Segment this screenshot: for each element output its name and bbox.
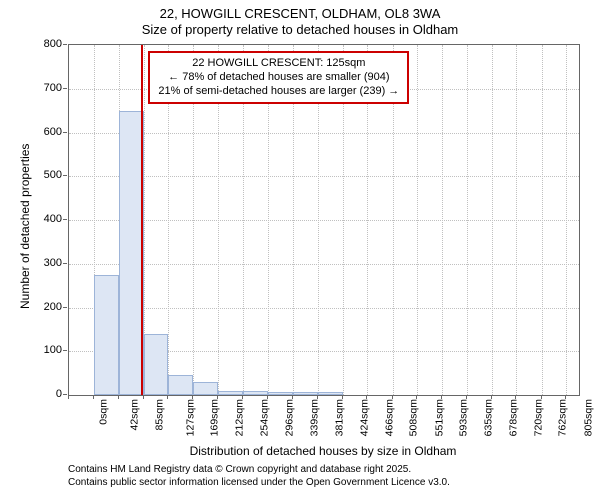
- x-tick-mark: [267, 395, 268, 399]
- footer-line1: Contains HM Land Registry data © Crown c…: [68, 464, 411, 475]
- callout-line2: ← 78% of detached houses are smaller (90…: [158, 71, 399, 85]
- x-tick-mark: [491, 395, 492, 399]
- x-tick-label: 339sqm: [308, 399, 320, 436]
- x-tick-mark: [392, 395, 393, 399]
- histogram-bar: [318, 392, 343, 395]
- histogram-bar: [193, 382, 218, 395]
- histogram-bar: [293, 392, 318, 396]
- x-axis-label: Distribution of detached houses by size …: [68, 444, 578, 458]
- gridline-v: [417, 45, 418, 395]
- x-tick-mark: [515, 395, 516, 399]
- x-tick-label: 169sqm: [209, 399, 221, 436]
- title-line2: Size of property relative to detached ho…: [142, 22, 459, 37]
- x-tick-mark: [317, 395, 318, 399]
- y-tick-label: 600: [34, 126, 62, 138]
- x-tick-mark: [143, 395, 144, 399]
- footer-line2: Contains public sector information licen…: [68, 477, 450, 488]
- title-line1: 22, HOWGILL CRESCENT, OLDHAM, OL8 3WA: [160, 6, 441, 21]
- y-tick-label: 800: [34, 38, 62, 50]
- x-tick-mark: [167, 395, 168, 399]
- gridline-h: [69, 133, 579, 134]
- gridline-h: [69, 264, 579, 265]
- y-tick-label: 500: [34, 169, 62, 181]
- histogram-bar: [119, 111, 144, 395]
- x-tick-mark: [118, 395, 119, 399]
- y-tick-label: 200: [34, 301, 62, 313]
- gridline-v: [492, 45, 493, 395]
- x-tick-label: 466sqm: [383, 399, 395, 436]
- x-tick-mark: [68, 395, 69, 399]
- y-tick-label: 300: [34, 257, 62, 269]
- gridline-v: [542, 45, 543, 395]
- gridline-v: [467, 45, 468, 395]
- callout-box: 22 HOWGILL CRESCENT: 125sqm← 78% of deta…: [148, 51, 409, 104]
- x-tick-label: 508sqm: [408, 399, 420, 436]
- x-tick-label: 127sqm: [184, 399, 196, 436]
- gridline-h: [69, 220, 579, 221]
- x-tick-mark: [466, 395, 467, 399]
- y-tick-label: 400: [34, 213, 62, 225]
- x-tick-label: 805sqm: [582, 399, 594, 436]
- x-tick-mark: [416, 395, 417, 399]
- x-tick-label: 296sqm: [283, 399, 295, 436]
- x-tick-label: 212sqm: [234, 399, 246, 436]
- histogram-bar: [94, 275, 119, 395]
- x-tick-mark: [541, 395, 542, 399]
- x-tick-label: 85sqm: [153, 399, 165, 431]
- x-tick-mark: [242, 395, 243, 399]
- x-tick-label: 254sqm: [259, 399, 271, 436]
- gridline-h: [69, 308, 579, 309]
- gridline-h: [69, 176, 579, 177]
- histogram-bar: [168, 375, 193, 395]
- x-tick-label: 762sqm: [557, 399, 569, 436]
- x-tick-mark: [366, 395, 367, 399]
- y-tick-label: 100: [34, 344, 62, 356]
- x-tick-label: 0sqm: [98, 399, 110, 425]
- x-tick-mark: [93, 395, 94, 399]
- x-tick-label: 678sqm: [507, 399, 519, 436]
- x-tick-mark: [192, 395, 193, 399]
- x-tick-label: 635sqm: [482, 399, 494, 436]
- callout-line1: 22 HOWGILL CRESCENT: 125sqm: [158, 57, 399, 71]
- histogram-bar: [268, 392, 293, 396]
- x-tick-label: 424sqm: [358, 399, 370, 436]
- y-axis-label: Number of detached properties: [18, 144, 32, 309]
- x-tick-mark: [292, 395, 293, 399]
- x-tick-label: 593sqm: [458, 399, 470, 436]
- x-tick-label: 551sqm: [433, 399, 445, 436]
- x-tick-label: 720sqm: [532, 399, 544, 436]
- histogram-bar: [144, 334, 169, 395]
- x-tick-label: 381sqm: [333, 399, 345, 436]
- footer-attribution: Contains HM Land Registry data © Crown c…: [68, 464, 450, 489]
- histogram-bar: [243, 391, 268, 395]
- callout-line3: 21% of semi-detached houses are larger (…: [158, 85, 399, 99]
- y-tick-label: 0: [34, 388, 62, 400]
- gridline-v: [566, 45, 567, 395]
- x-tick-mark: [217, 395, 218, 399]
- histogram-bar: [218, 391, 243, 395]
- x-tick-mark: [342, 395, 343, 399]
- chart-plot-area: 22 HOWGILL CRESCENT: 125sqm← 78% of deta…: [68, 44, 580, 396]
- x-tick-mark: [565, 395, 566, 399]
- y-tick-label: 700: [34, 82, 62, 94]
- gridline-v: [442, 45, 443, 395]
- marker-line: [141, 45, 143, 395]
- x-tick-label: 42sqm: [128, 399, 140, 431]
- x-tick-mark: [441, 395, 442, 399]
- gridline-v: [516, 45, 517, 395]
